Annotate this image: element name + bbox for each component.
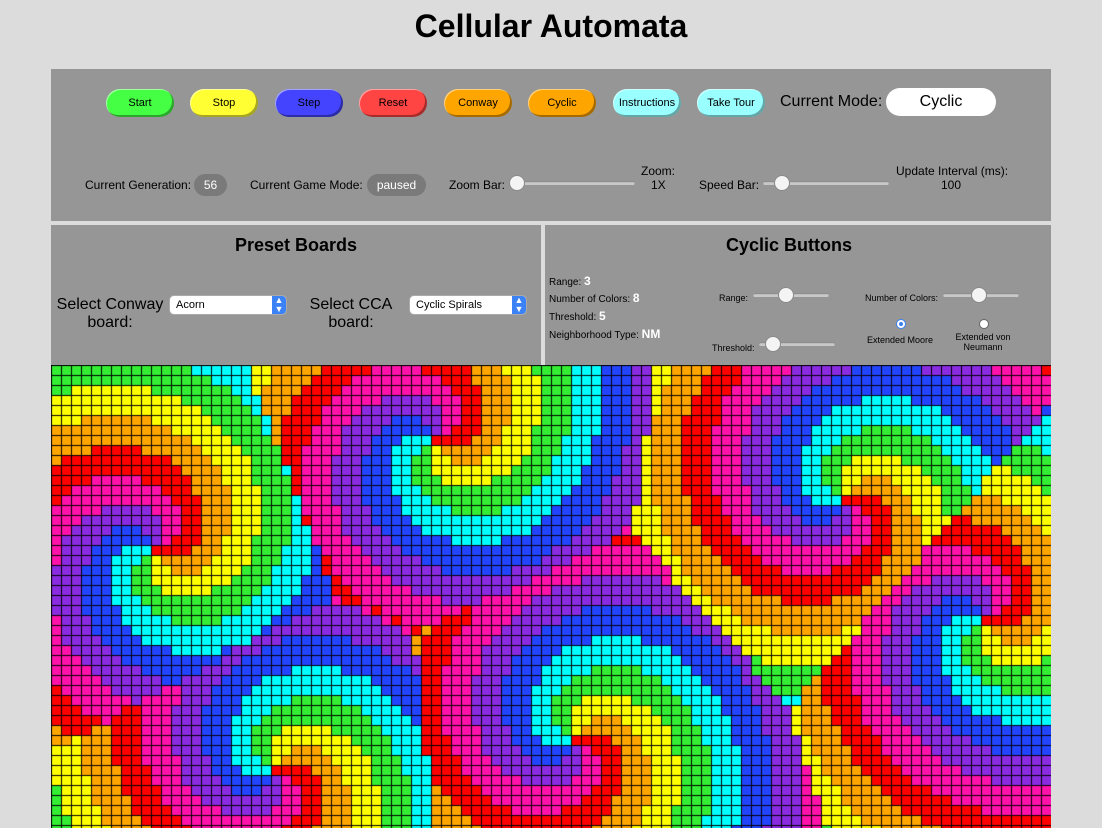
control-panel: Start Stop Step Reset Conway Cyclic Inst… bbox=[51, 69, 1051, 221]
chevron-updown-icon: ▲ ▼ bbox=[272, 296, 286, 314]
range-info-label: Range: bbox=[549, 277, 582, 288]
automaton-board[interactable] bbox=[51, 365, 1051, 828]
extended-von-neumann-label-line1: Extended von bbox=[955, 332, 1011, 342]
neighborhood-info-label: Neighborhood Type: bbox=[549, 330, 639, 341]
preset-boards-heading: Preset Boards bbox=[234, 235, 358, 255]
extended-von-neumann-radio[interactable] bbox=[979, 319, 989, 329]
speed-slider[interactable] bbox=[763, 175, 889, 191]
update-interval-label: Update Interval (ms): bbox=[896, 164, 1009, 178]
cyclic-buttons-panel: Cyclic Buttons Range: 3 Number of Colors… bbox=[545, 225, 1051, 365]
zoom-bar-label: Zoom Bar: bbox=[449, 178, 506, 192]
step-button[interactable]: Step bbox=[275, 89, 343, 117]
cca-select-label-line2: board: bbox=[328, 314, 374, 331]
neighborhood-info: Neighborhood Type: NM bbox=[549, 327, 660, 341]
cyclic-button[interactable]: Cyclic bbox=[528, 89, 596, 117]
colors-info: Number of Colors: 8 bbox=[549, 291, 640, 305]
start-button[interactable]: Start bbox=[106, 89, 174, 117]
update-interval-value: 100 bbox=[941, 178, 962, 192]
speed-slider-knob[interactable] bbox=[774, 175, 791, 191]
extended-von-neumann-label: Extended von Neumann bbox=[943, 332, 1023, 352]
speed-bar-label: Speed Bar: bbox=[699, 178, 760, 192]
conway-button[interactable]: Conway bbox=[444, 89, 512, 117]
colors-slider-knob[interactable] bbox=[970, 287, 987, 303]
colors-info-label: Number of Colors: bbox=[549, 294, 631, 305]
conway-board-select[interactable]: Acorn ▲ ▼ bbox=[170, 296, 286, 314]
cca-select-label: Select CCA board: bbox=[303, 296, 399, 332]
range-info-value: 3 bbox=[584, 274, 591, 288]
instructions-button[interactable]: Instructions bbox=[613, 89, 681, 117]
chevron-updown-icon: ▲ ▼ bbox=[512, 296, 526, 314]
extended-moore-radio[interactable] bbox=[896, 319, 906, 329]
conway-select-value: Acorn bbox=[176, 299, 205, 311]
current-mode-label: Current Mode: bbox=[780, 93, 883, 110]
generation-badge: 56 bbox=[194, 174, 227, 196]
cca-select-value: Cyclic Spirals bbox=[416, 299, 483, 311]
current-mode-value: Cyclic bbox=[886, 88, 996, 116]
page-title: Cellular Automata bbox=[414, 8, 688, 44]
extended-moore-label: Extended Moore bbox=[866, 335, 934, 345]
extended-von-neumann-label-line2: Neumann bbox=[963, 342, 1003, 352]
preset-boards-panel: Preset Boards Select Conway board: Acorn… bbox=[51, 225, 541, 365]
stop-button[interactable]: Stop bbox=[190, 89, 258, 117]
zoom-slider[interactable] bbox=[509, 175, 635, 191]
take-tour-button[interactable]: Take Tour bbox=[697, 89, 765, 117]
colors-slider[interactable] bbox=[943, 287, 1019, 303]
zoom-value: 1X bbox=[651, 178, 666, 192]
range-info: Range: 3 bbox=[549, 274, 591, 288]
conway-select-label-line1: Select Conway bbox=[56, 296, 164, 313]
zoom-slider-knob[interactable] bbox=[509, 175, 525, 191]
range-slider[interactable] bbox=[753, 287, 829, 303]
cca-board-select[interactable]: Cyclic Spirals ▲ ▼ bbox=[410, 296, 526, 314]
range-slider-knob[interactable] bbox=[777, 287, 794, 303]
conway-select-label: Select Conway board: bbox=[55, 296, 165, 332]
range-slider-label: Range: bbox=[719, 293, 749, 303]
colors-info-value: 8 bbox=[632, 291, 640, 305]
threshold-info: Threshold: 5 bbox=[549, 309, 606, 323]
zoom-label: Zoom: bbox=[641, 164, 676, 178]
threshold-slider-label: Threshold: bbox=[712, 343, 755, 353]
reset-button[interactable]: Reset bbox=[359, 89, 427, 117]
generation-label: Current Generation: bbox=[85, 178, 192, 192]
threshold-slider[interactable] bbox=[759, 336, 835, 352]
game-mode-badge: paused bbox=[367, 174, 426, 196]
cca-select-label-line1: Select CCA bbox=[309, 296, 393, 313]
colors-slider-label: Number of Colors: bbox=[865, 293, 939, 303]
conway-select-label-line2: board: bbox=[87, 314, 133, 331]
cyclic-buttons-heading: Cyclic Buttons bbox=[725, 235, 853, 255]
game-mode-label: Current Game Mode: bbox=[250, 178, 363, 192]
threshold-info-value: 5 bbox=[599, 309, 606, 323]
threshold-slider-knob[interactable] bbox=[765, 336, 782, 352]
neighborhood-info-value: NM bbox=[641, 327, 661, 341]
threshold-info-label: Threshold: bbox=[549, 312, 597, 323]
